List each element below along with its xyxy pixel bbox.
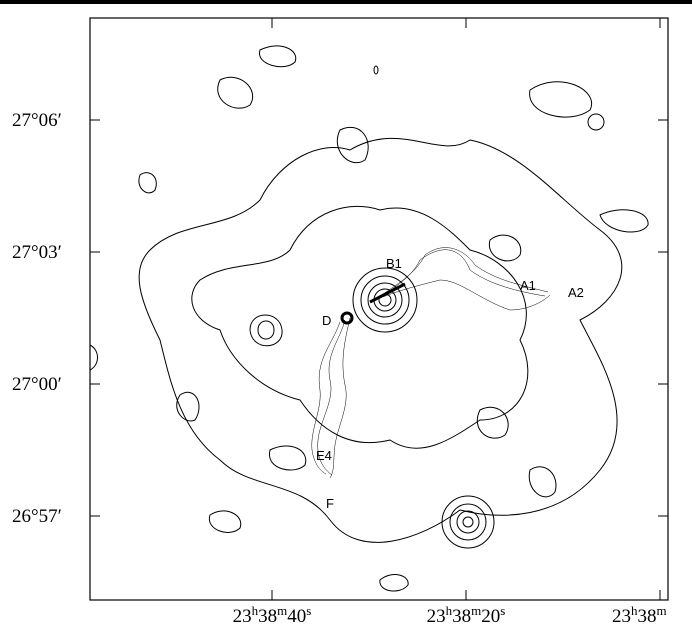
top-rule [0,0,692,4]
x-tick-labels: 23h38m40s 23h38m20s 23h38m [233,603,667,627]
annotations: B1 A1 A2 D E4 F [316,256,584,511]
annotation: A2 [568,285,584,300]
annotation: E4 [316,448,332,463]
ticks [90,18,668,600]
y-tick-label: 27°06′ [12,110,62,131]
y-tick-labels: 27°06′ 27°03′ 27°00′ 26°57′ [12,110,62,527]
x-tick-label: 23h38m40s [233,603,312,627]
contours [89,45,649,592]
y-tick-label: 27°00′ [12,374,62,395]
annotation: F [326,496,334,511]
y-tick-label: 26°57′ [12,506,62,527]
annotation: A1 [520,278,536,293]
annotation: B1 [386,256,402,271]
annotation: D [322,313,331,328]
plot-frame [89,17,669,601]
jet-contours [311,247,551,479]
y-tick-label: 27°03′ [12,242,62,263]
x-tick-label: 23h38m [612,603,667,627]
x-tick-label: 23h38m20s [427,603,506,627]
